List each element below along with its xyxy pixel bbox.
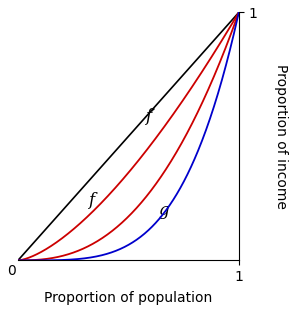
Y-axis label: Proportion of income: Proportion of income [274,64,288,209]
Text: f′: f′ [145,108,155,125]
Text: f: f [88,193,94,209]
Text: g: g [158,202,169,219]
X-axis label: Proportion of population: Proportion of population [44,291,212,305]
Text: 0: 0 [7,264,16,278]
